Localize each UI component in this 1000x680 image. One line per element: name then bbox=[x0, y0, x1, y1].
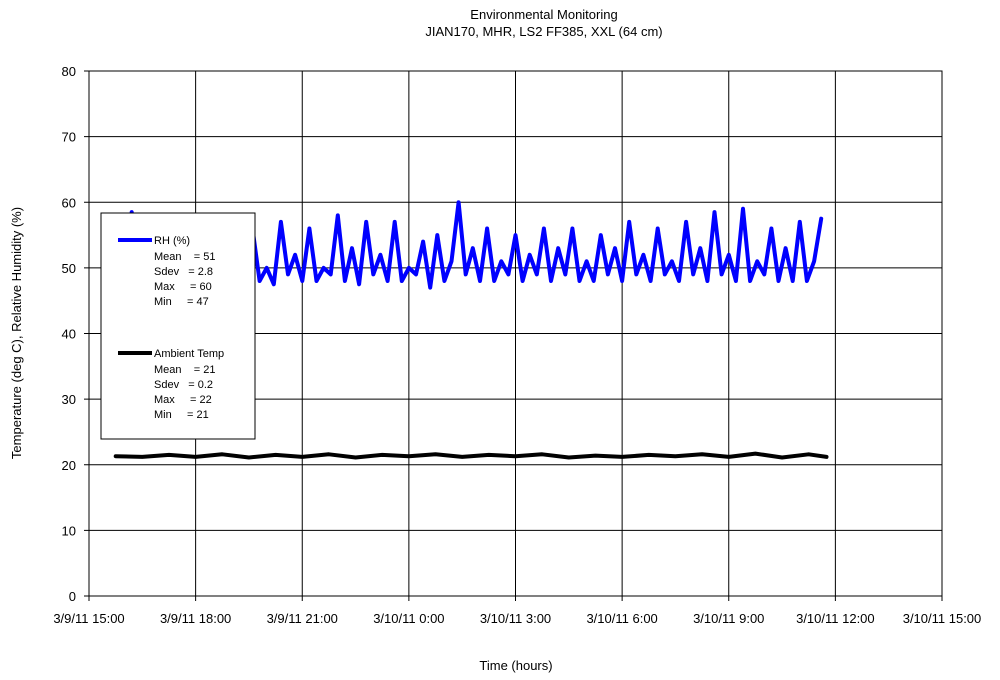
legend-temp-sdev: Sdev = 0.2 bbox=[154, 379, 213, 391]
x-tick-label: 3/10/11 15:00 bbox=[903, 611, 982, 626]
legend: RH (%) Mean = 51 Sdev = 2.8 Max = 60 Min… bbox=[100, 212, 256, 440]
x-tick-label: 3/10/11 12:00 bbox=[796, 611, 875, 626]
x-tick-label: 3/9/11 15:00 bbox=[53, 611, 124, 626]
y-tick-label: 70 bbox=[62, 130, 76, 145]
y-tick-label: 20 bbox=[62, 458, 76, 473]
x-tick-label: 3/10/11 9:00 bbox=[693, 611, 764, 626]
y-tick-label: 0 bbox=[69, 589, 76, 604]
legend-rh-sdev: Sdev = 2.8 bbox=[154, 266, 213, 278]
x-tick-label: 3/10/11 3:00 bbox=[480, 611, 551, 626]
y-tick-label: 80 bbox=[62, 64, 76, 79]
y-axis: 0 10 20 30 40 50 60 70 80 bbox=[62, 64, 89, 604]
x-tick-label: 3/9/11 21:00 bbox=[267, 611, 338, 626]
legend-temp-max: Max = 22 bbox=[154, 394, 212, 406]
legend-temp-label: Ambient Temp bbox=[154, 348, 224, 360]
x-tick-label: 3/9/11 18:00 bbox=[160, 611, 231, 626]
grid bbox=[89, 71, 942, 596]
y-tick-label: 60 bbox=[62, 195, 76, 210]
y-tick-label: 10 bbox=[62, 523, 76, 538]
y-tick-label: 30 bbox=[62, 392, 76, 407]
y-axis-title: Temperature (deg C), Relative Humidity (… bbox=[9, 207, 24, 459]
x-axis-title: Time (hours) bbox=[479, 658, 552, 673]
series-line-ambient-temp bbox=[113, 451, 829, 460]
y-tick-label: 50 bbox=[62, 261, 76, 276]
x-axis: 3/9/11 15:00 3/9/11 18:00 3/9/11 21:00 3/10… bbox=[53, 596, 981, 626]
chart-title: Environmental Monitoring bbox=[470, 7, 617, 22]
legend-rh-label: RH (%) bbox=[154, 235, 190, 247]
legend-temp-min: Min = 21 bbox=[154, 409, 209, 421]
y-tick-label: 40 bbox=[62, 327, 76, 342]
chart-subtitle: JIAN170, MHR, LS2 FF385, XXL (64 cm) bbox=[425, 24, 662, 39]
legend-rh-min: Min = 47 bbox=[154, 296, 209, 308]
legend-rh-mean: Mean = 51 bbox=[154, 251, 215, 263]
legend-temp-mean: Mean = 21 bbox=[154, 364, 215, 376]
legend-rh-max: Max = 60 bbox=[154, 281, 212, 293]
x-tick-label: 3/10/11 0:00 bbox=[373, 611, 444, 626]
x-tick-label: 3/10/11 6:00 bbox=[586, 611, 657, 626]
legend-box bbox=[100, 212, 256, 440]
